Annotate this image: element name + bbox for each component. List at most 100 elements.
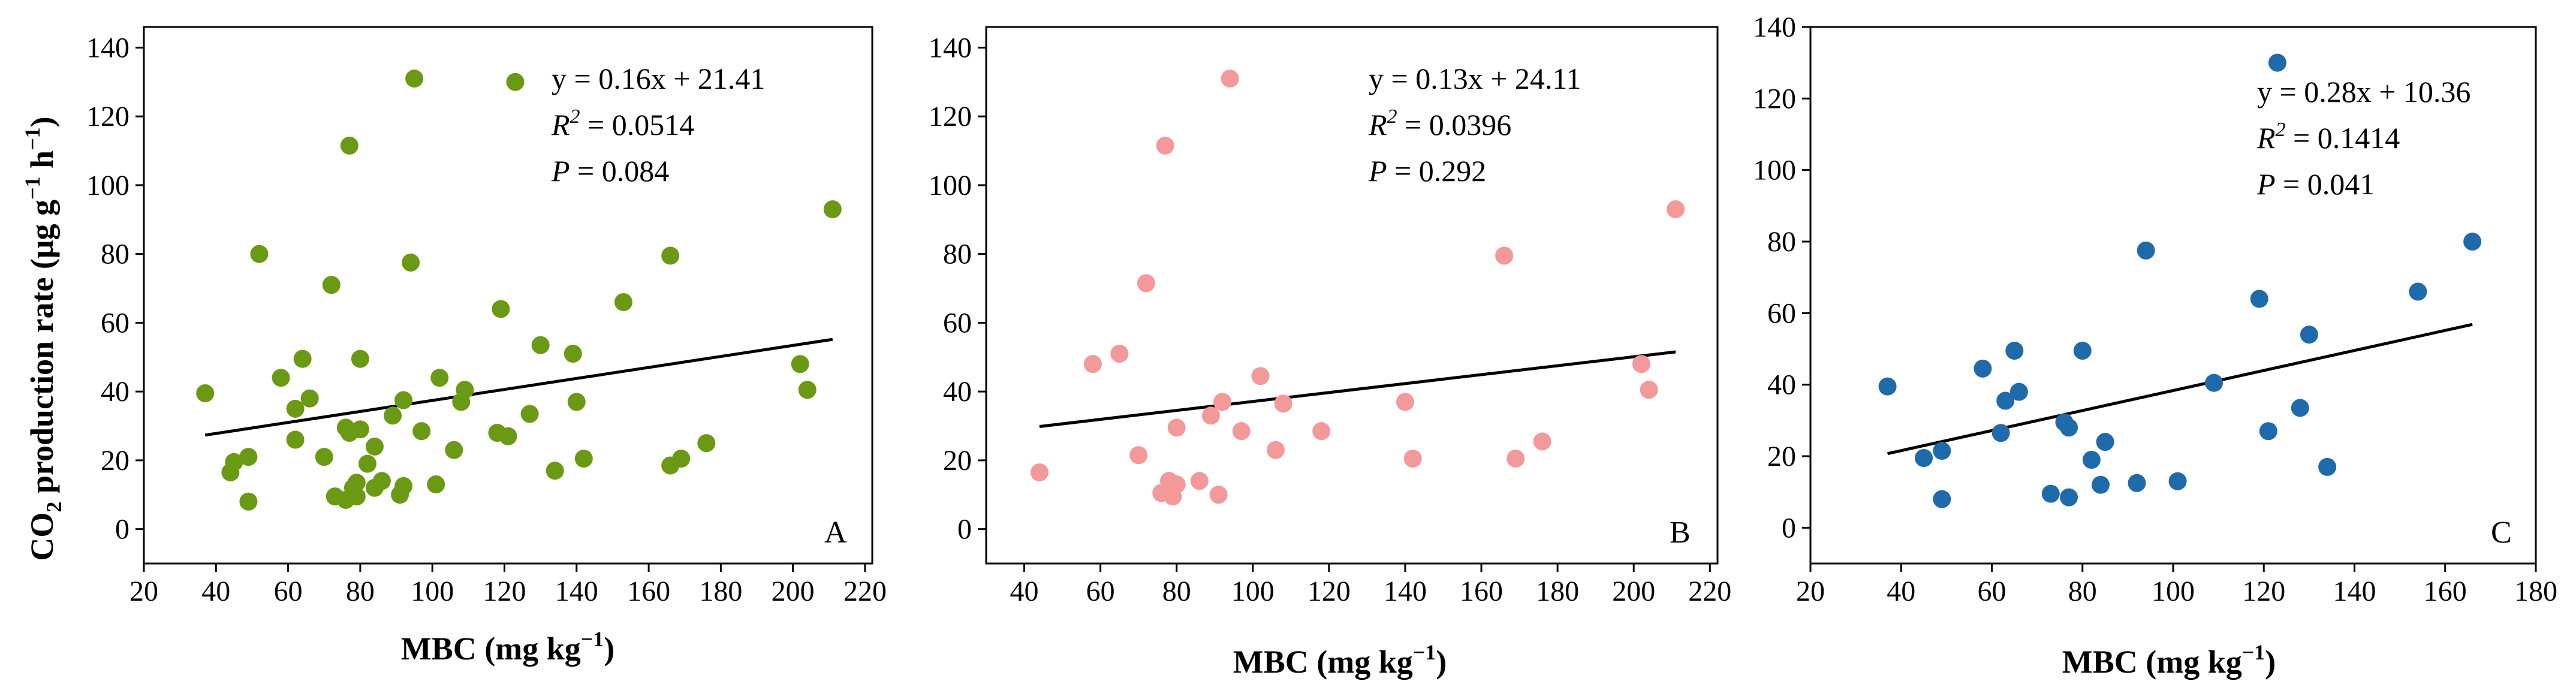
panel-a-data-point <box>315 448 333 466</box>
panel-a-data-point <box>347 487 366 506</box>
panel-b-data-point <box>1156 136 1174 155</box>
panel-b-r2-label: R <box>1368 108 1387 141</box>
panel-b-data-point <box>1667 200 1685 219</box>
panel-b-data-point <box>1083 355 1102 373</box>
panel-c-xtick-label: 180 <box>2514 576 2557 607</box>
panel-b-ytick-label: 60 <box>943 307 972 339</box>
panel-a-data-point <box>672 450 691 468</box>
panel-a-data-point <box>358 454 376 473</box>
panel-a-ytick-label: 120 <box>86 101 129 132</box>
panel-a-data-point <box>239 448 258 466</box>
panel-b-r2: R2 = 0.0396 <box>1368 106 1511 141</box>
panel-a-xtick-label: 100 <box>411 576 454 607</box>
panel-a-data-point <box>340 136 358 155</box>
panel-c-data-point <box>2259 422 2277 441</box>
panel-a-ticks: 20 40 60 80 100 120 140 160 180 200 22002040608010… <box>86 32 887 607</box>
panel-c-xtick-label: 100 <box>2152 576 2195 607</box>
panel-c-data-point <box>2082 450 2101 469</box>
panel-a-ytick-label: 140 <box>86 32 129 64</box>
panel-a-ytick-label: 20 <box>101 445 129 477</box>
panel-b-xlabel-end: ) <box>1436 644 1447 680</box>
panel-a-data-point <box>531 336 550 354</box>
panel-a-data-point <box>506 73 525 91</box>
panel-b-data-point <box>1190 472 1209 490</box>
panel-c-data-point <box>2009 382 2028 401</box>
panel-a-data-point <box>250 245 269 263</box>
panel-a-points <box>196 70 842 511</box>
panel-c-data-point <box>2318 457 2337 476</box>
panel-b: 40 60 80 100 120 140 160 180 200 220 0 20 40 60 80 100 1… <box>929 26 1731 680</box>
panel-a-x-axis-title: MBC (mg kg−1) <box>401 627 614 667</box>
panel-b-p-value: = 0.292 <box>1387 154 1487 188</box>
panel-b-xlabel: MBC (mg kg <box>1233 644 1413 680</box>
panel-b-xtick-label: 160 <box>1460 576 1503 607</box>
panel-b-data-point <box>1266 441 1285 459</box>
panel-a-xtick-label: 20 <box>129 576 158 607</box>
panel-c-regression-line <box>1887 323 2473 456</box>
panel-c-data-point <box>2128 474 2146 492</box>
panel-a-p-value: = 0.084 <box>570 154 670 188</box>
panel-b-data-point <box>1209 486 1228 504</box>
panel-c-data-point <box>2291 399 2309 417</box>
panel-b-xtick-label: 60 <box>1086 576 1115 607</box>
panel-a-frame <box>143 26 873 565</box>
panel-b-data-point <box>1403 450 1422 468</box>
panel-c-xtick-label: 80 <box>2068 576 2097 607</box>
panel-a-data-point <box>823 200 842 219</box>
panel-b-ytick-label: 120 <box>929 101 972 132</box>
panel-c-xtick-label: 20 <box>1796 576 1825 607</box>
panel-c-data-point <box>2092 475 2110 494</box>
panel-b-xtick-label: 80 <box>1162 576 1191 607</box>
panel-a-data-point <box>384 406 402 425</box>
panel-c-ytick-label: 40 <box>1767 369 1796 401</box>
panel-a-data-point <box>286 399 305 418</box>
panel-a-data-point <box>412 422 431 441</box>
panel-b-data-point <box>1312 422 1331 441</box>
panel-c-data-point <box>2137 241 2155 260</box>
panel-b-data-point <box>1110 345 1129 363</box>
panel-c-data-point <box>1991 424 2010 442</box>
panel-a-xtick-label: 220 <box>843 576 887 607</box>
panel-a-xtick-label: 40 <box>201 576 230 607</box>
y-axis-title-sub: 2 <box>42 502 66 513</box>
panel-b-x-axis-title: MBC (mg kg−1) <box>1233 640 1447 680</box>
panel-a-data-point <box>661 246 680 265</box>
panel-c-xtick-label: 60 <box>1978 576 2006 607</box>
panel-a-r2-sup: 2 <box>570 106 580 128</box>
panel-c-ytick-label: 140 <box>1753 11 1796 43</box>
panel-a-ytick-label: 0 <box>115 514 129 546</box>
panel-c-x-axis-title: MBC (mg kg−1) <box>2062 640 2276 680</box>
panel-a-xtick-label: 120 <box>483 576 526 607</box>
panel-a-data-point <box>456 381 474 399</box>
panel-c-p-label: P <box>2256 167 2276 201</box>
panel-c-fit <box>1887 323 2473 456</box>
panel-b-p: P = 0.292 <box>1368 154 1486 188</box>
panel-a-data-point <box>286 430 305 449</box>
panel-c-ytick-label: 80 <box>1767 226 1796 258</box>
panel-c-ytick-label: 20 <box>1767 441 1796 472</box>
panel-b-data-point <box>1495 246 1514 265</box>
panel-c-r2-label: R <box>2256 121 2276 155</box>
panel-b-data-point <box>1129 446 1148 465</box>
panel-a-data-point <box>791 355 809 373</box>
panel-c-data-point <box>2060 488 2078 507</box>
panel-a-data-point <box>427 475 445 494</box>
panel-c-ticks: 20 40 60 80 100 120 140 160 180 0 20 40 60 80 100 120 14… <box>1753 11 2557 607</box>
panel-c-ytick-label: 60 <box>1767 297 1796 329</box>
panel-c-data-point <box>1996 391 2015 410</box>
y-axis-title: CO2 production rate (μg g−1 h−1) <box>20 116 66 561</box>
panel-c-data-point <box>1878 377 1897 396</box>
panel-b-data-point <box>1274 394 1292 413</box>
panel-a-xtick-label: 60 <box>274 576 303 607</box>
panel-a-r2-label: R <box>551 108 570 141</box>
panel-b-data-point <box>1167 475 1186 494</box>
panel-a-data-point <box>430 369 449 387</box>
panel-a-data-point <box>239 492 258 511</box>
panel-a-xtick-label: 140 <box>555 576 598 607</box>
panel-c-ytick-label: 120 <box>1753 83 1796 115</box>
panel-a-data-point <box>372 472 391 490</box>
panel-c-data-point <box>1933 490 1951 508</box>
panel-c-data-point <box>1915 448 1933 467</box>
panel-c-xtick-label: 140 <box>2333 576 2376 607</box>
panel-c-r2: R2 = 0.1414 <box>2256 119 2400 155</box>
